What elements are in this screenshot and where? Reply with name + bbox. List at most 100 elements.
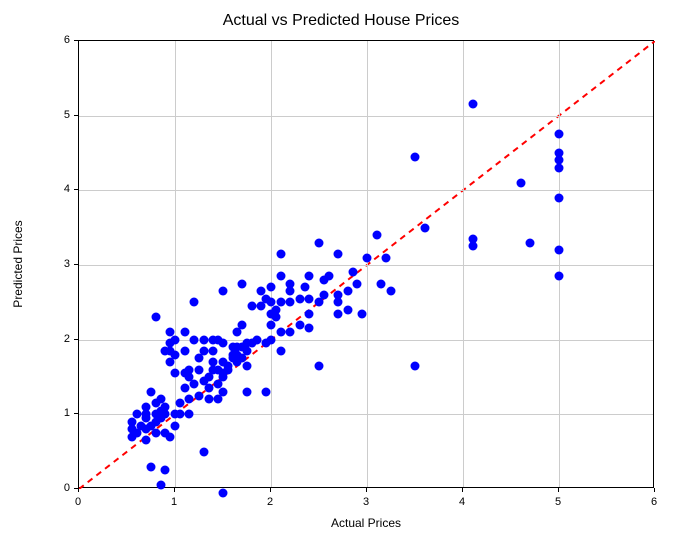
- scatter-point: [142, 402, 151, 411]
- scatter-point: [204, 384, 213, 393]
- scatter-point: [324, 272, 333, 281]
- x-tick-label: 0: [75, 496, 81, 508]
- x-tick-label: 6: [651, 496, 657, 508]
- scatter-point: [185, 365, 194, 374]
- scatter-point: [147, 462, 156, 471]
- scatter-point: [185, 410, 194, 419]
- scatter-point: [315, 361, 324, 370]
- scatter-point: [276, 346, 285, 355]
- scatter-point: [252, 335, 261, 344]
- y-tick-mark: [74, 264, 78, 265]
- scatter-point: [363, 253, 372, 262]
- scatter-point: [238, 279, 247, 288]
- scatter-point: [161, 466, 170, 475]
- scatter-point: [171, 421, 180, 430]
- scatter-point: [334, 249, 343, 258]
- x-grid-line: [271, 41, 272, 487]
- scatter-point: [219, 339, 228, 348]
- scatter-point: [555, 149, 564, 158]
- y-tick-mark: [74, 115, 78, 116]
- y-tick-mark: [74, 189, 78, 190]
- x-tick-label: 2: [267, 496, 273, 508]
- scatter-point: [171, 369, 180, 378]
- scatter-point: [161, 402, 170, 411]
- scatter-point: [199, 346, 208, 355]
- scatter-point: [343, 287, 352, 296]
- scatter-point: [286, 328, 295, 337]
- scatter-point: [276, 272, 285, 281]
- scatter-point: [377, 279, 386, 288]
- x-tick-label: 1: [171, 496, 177, 508]
- scatter-point: [147, 387, 156, 396]
- y-tick-mark: [74, 40, 78, 41]
- y-grid-line: [79, 340, 653, 341]
- x-tick-label: 3: [363, 496, 369, 508]
- y-grid-line: [79, 190, 653, 191]
- x-tick-mark: [78, 488, 79, 492]
- scatter-point: [190, 380, 199, 389]
- scatter-point: [387, 287, 396, 296]
- scatter-point: [267, 283, 276, 292]
- scatter-point: [142, 436, 151, 445]
- scatter-point: [171, 335, 180, 344]
- y-tick-label: 5: [54, 109, 70, 121]
- scatter-point: [305, 309, 314, 318]
- y-tick-label: 0: [54, 482, 70, 494]
- scatter-point: [175, 410, 184, 419]
- scatter-point: [199, 447, 208, 456]
- x-tick-label: 4: [459, 496, 465, 508]
- scatter-point: [334, 290, 343, 299]
- chart-title: Actual vs Predicted House Prices: [0, 12, 682, 30]
- x-tick-mark: [558, 488, 559, 492]
- scatter-point: [286, 279, 295, 288]
- scatter-point: [175, 399, 184, 408]
- scatter-point: [166, 432, 175, 441]
- y-grid-line: [79, 116, 653, 117]
- scatter-point: [267, 335, 276, 344]
- x-tick-mark: [654, 488, 655, 492]
- scatter-point: [411, 152, 420, 161]
- scatter-point: [353, 279, 362, 288]
- scatter-point: [319, 290, 328, 299]
- scatter-point: [195, 365, 204, 374]
- scatter-point: [219, 287, 228, 296]
- chart-container: Actual vs Predicted House Prices Actual …: [0, 0, 682, 547]
- scatter-point: [243, 361, 252, 370]
- scatter-point: [555, 193, 564, 202]
- scatter-point: [156, 481, 165, 490]
- scatter-point: [305, 294, 314, 303]
- scatter-point: [238, 320, 247, 329]
- y-tick-label: 6: [54, 34, 70, 46]
- scatter-point: [243, 387, 252, 396]
- x-axis-label: Actual Prices: [78, 516, 654, 530]
- x-grid-line: [367, 41, 368, 487]
- scatter-point: [209, 346, 218, 355]
- x-tick-mark: [270, 488, 271, 492]
- scatter-point: [516, 178, 525, 187]
- scatter-point: [348, 268, 357, 277]
- x-tick-label: 5: [555, 496, 561, 508]
- scatter-point: [132, 410, 141, 419]
- y-tick-label: 3: [54, 258, 70, 270]
- scatter-point: [262, 387, 271, 396]
- y-tick-label: 2: [54, 333, 70, 345]
- scatter-point: [555, 130, 564, 139]
- scatter-point: [276, 298, 285, 307]
- scatter-point: [382, 253, 391, 262]
- scatter-point: [180, 328, 189, 337]
- scatter-point: [195, 391, 204, 400]
- scatter-point: [247, 302, 256, 311]
- scatter-point: [420, 223, 429, 232]
- scatter-point: [276, 328, 285, 337]
- scatter-point: [295, 294, 304, 303]
- scatter-point: [219, 488, 228, 497]
- y-tick-label: 1: [54, 407, 70, 419]
- scatter-point: [151, 313, 160, 322]
- scatter-point: [305, 324, 314, 333]
- scatter-point: [151, 429, 160, 438]
- scatter-point: [300, 283, 309, 292]
- y-axis-label: Predicted Prices: [11, 220, 25, 307]
- scatter-point: [358, 309, 367, 318]
- y-tick-mark: [74, 339, 78, 340]
- scatter-point: [171, 350, 180, 359]
